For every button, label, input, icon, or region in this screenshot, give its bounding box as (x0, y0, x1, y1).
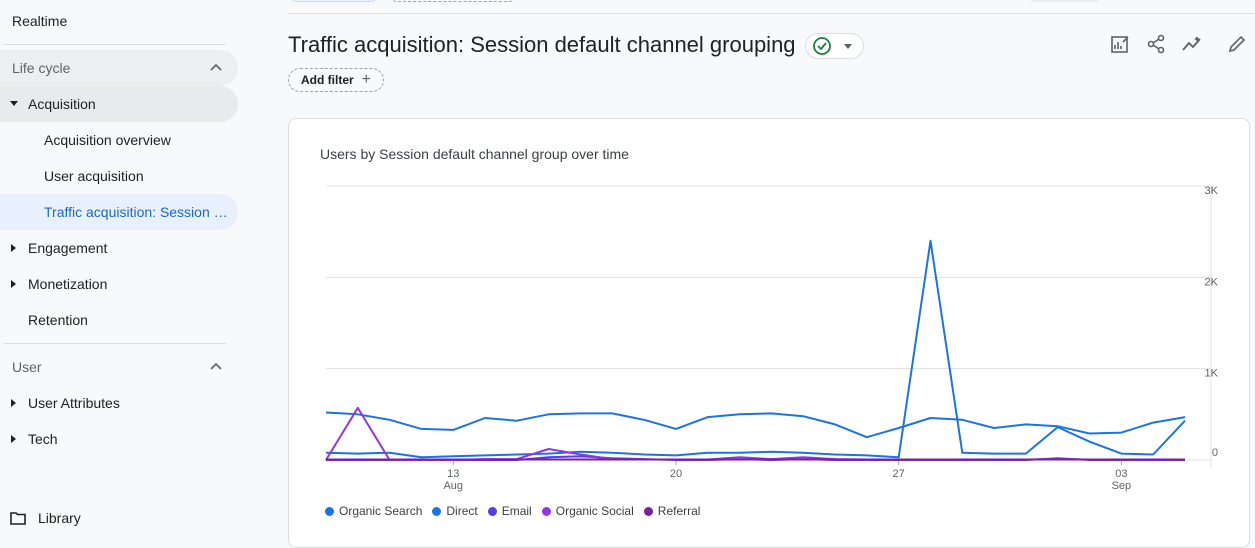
sidebar-item-label: Monetization (28, 276, 108, 292)
date-range-chip[interactable] (1030, 0, 1100, 2)
edit-button[interactable] (1225, 32, 1249, 56)
sidebar-item-engagement[interactable]: Engagement (0, 230, 238, 266)
sidebar-item-library[interactable]: Library (10, 500, 81, 536)
section-lifecycle-label: Life cycle (12, 60, 71, 76)
add-comparison-chip[interactable] (390, 0, 516, 2)
series-line-organic-search (325, 411, 1186, 439)
legend-label: Email (501, 504, 532, 518)
legend-item[interactable]: Direct (432, 504, 478, 518)
sidebar-item-label: Library (38, 510, 81, 526)
legend-label: Referral (657, 504, 701, 518)
customize-report-icon (1111, 36, 1129, 53)
series-line-direct (325, 239, 1186, 459)
share-button[interactable] (1144, 32, 1168, 56)
legend-item[interactable]: Organic Search (325, 504, 422, 518)
dropdown-arrow-icon (844, 43, 852, 49)
y-tick-label: 2K (1205, 276, 1219, 288)
divider (288, 13, 1255, 14)
x-tick-label: 27 (893, 468, 905, 480)
section-lifecycle[interactable]: Life cycle (0, 50, 238, 86)
nav-realtime[interactable]: Realtime (12, 3, 67, 39)
legend-item[interactable]: Referral (643, 504, 701, 518)
nav-realtime-label: Realtime (12, 13, 68, 29)
x-tick-label: 20 (670, 468, 682, 480)
add-filter-label: Add filter (301, 73, 354, 87)
sidebar-item-label: Tech (28, 431, 58, 447)
legend-label: Organic Search (339, 504, 423, 518)
caret-right-icon (0, 399, 28, 407)
sidebar-item-traffic-acquisition[interactable]: Traffic acquisition: Session default cha… (0, 194, 238, 230)
sidebar-item-label: Acquisition overview (44, 132, 171, 148)
edit-icon (1228, 35, 1246, 53)
chevron-up-icon (210, 362, 222, 370)
legend-dot-icon (541, 506, 551, 516)
sidebar-item-label: User acquisition (44, 168, 144, 184)
chart-title: Users by Session default channel group o… (320, 146, 629, 162)
y-tick-label: 3K (1205, 185, 1219, 197)
sidebar-item-acquisition-overview[interactable]: Acquisition overview (0, 122, 238, 158)
legend-label: Organic Social (555, 504, 634, 518)
sidebar-item-user-acquisition[interactable]: User acquisition (0, 158, 238, 194)
x-tick-month-label: Aug (443, 480, 463, 492)
chart-card: Users by Session default channel group o… (288, 118, 1250, 548)
x-tick-label: 03 (1115, 468, 1127, 480)
sidebar-item-monetization[interactable]: Monetization (0, 266, 238, 302)
legend-item[interactable]: Organic Social (541, 504, 634, 518)
legend-label: Direct (446, 504, 478, 518)
x-tick-month-label: Sep (1112, 480, 1132, 492)
folder-icon (10, 512, 26, 525)
comparison-chip[interactable] (290, 0, 378, 2)
x-tick-label: 13 (447, 468, 459, 480)
sidebar-item-retention[interactable]: Retention (0, 302, 238, 338)
divider (4, 343, 226, 344)
check-circle-icon (813, 37, 831, 55)
y-tick-label: 0 (1212, 447, 1218, 459)
legend-dot-icon (643, 506, 653, 516)
customize-report-button[interactable] (1108, 32, 1132, 56)
caret-right-icon (0, 244, 28, 252)
caret-down-icon (0, 101, 28, 107)
legend-dot-icon (432, 506, 442, 516)
divider (4, 44, 226, 45)
section-user[interactable]: User (0, 349, 238, 385)
chart-legend: Organic Search Direct Email Organic Social R… (325, 504, 700, 518)
caret-right-icon (0, 280, 28, 288)
plus-icon: + (361, 71, 372, 88)
caret-right-icon (0, 435, 28, 443)
share-icon (1147, 34, 1165, 54)
legend-item[interactable]: Email (487, 504, 532, 518)
legend-dot-icon (325, 506, 334, 516)
sidebar-item-label: Engagement (28, 240, 108, 256)
sidebar-item-user-attributes[interactable]: User Attributes (0, 385, 238, 421)
page-title: Traffic acquisition: Session default cha… (288, 32, 796, 57)
insights-icon (1182, 36, 1201, 51)
section-user-label: User (12, 359, 42, 375)
y-tick-label: 1K (1205, 368, 1219, 380)
legend-dot-icon (487, 506, 497, 516)
sidebar-item-label: Retention (28, 312, 88, 328)
sidebar-item-acquisition[interactable]: Acquisition (0, 86, 238, 122)
sidebar-item-label: User Attributes (28, 395, 120, 411)
main-content: Traffic acquisition: Session default cha… (250, 0, 1255, 548)
sidebar-item-tech[interactable]: Tech (0, 421, 238, 457)
add-filter-button[interactable]: Add filter + (288, 68, 384, 92)
report-status-dropdown[interactable] (805, 33, 864, 59)
insights-button[interactable] (1180, 32, 1204, 56)
chevron-up-icon (210, 63, 222, 71)
sidebar-item-label: Acquisition (28, 96, 96, 112)
sidebar-item-label: Traffic acquisition: Session default cha… (44, 204, 234, 220)
sidebar: Realtime Life cycle Acquisition Acquisit… (0, 0, 250, 541)
